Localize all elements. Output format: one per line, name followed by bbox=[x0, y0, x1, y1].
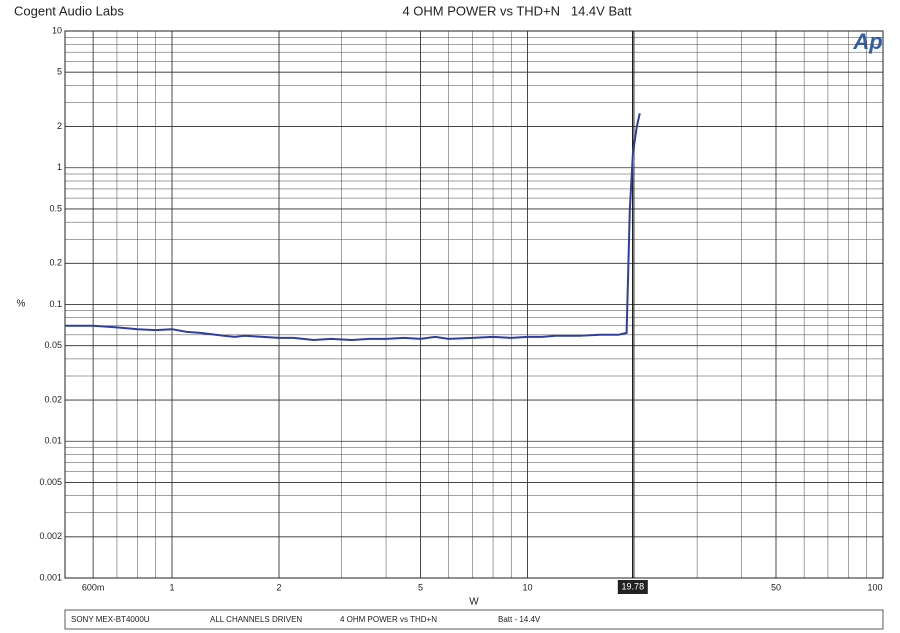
logo: Ap bbox=[852, 29, 882, 54]
x-tick-label: 5 bbox=[418, 582, 423, 592]
y-tick-label: 0.05 bbox=[44, 340, 62, 350]
plot-frame bbox=[64, 30, 884, 579]
cursor-box bbox=[617, 580, 648, 594]
x-tick-label: 600m bbox=[82, 582, 105, 592]
x-tick-label: 50 bbox=[771, 582, 781, 592]
y-tick-label: 0.005 bbox=[39, 477, 62, 487]
y-tick-label: 0.2 bbox=[49, 258, 62, 268]
footer-box bbox=[64, 609, 884, 630]
x-tick-label: 1 bbox=[170, 582, 175, 592]
footer-item: SONY MEX-BT4000U bbox=[71, 615, 150, 624]
x-tick-label: 100 bbox=[867, 582, 882, 592]
y-tick-label: 5 bbox=[57, 67, 62, 77]
chart-title: 4 OHM POWER vs THD+N 14.4V Batt bbox=[402, 3, 632, 18]
y-tick-label: 1 bbox=[57, 162, 62, 172]
y-tick-label: 0.01 bbox=[44, 436, 62, 446]
y-tick-label: 2 bbox=[57, 121, 62, 131]
y-tick-label: 0.002 bbox=[39, 531, 62, 541]
y-tick-label: 0.1 bbox=[49, 299, 62, 309]
y-tick-label: 10 bbox=[52, 25, 62, 35]
footer-item: Batt - 14.4V bbox=[498, 615, 541, 624]
footer-item: ALL CHANNELS DRIVEN bbox=[210, 615, 302, 624]
y-tick-label: 0.001 bbox=[39, 572, 62, 582]
footer-item: 4 OHM POWER vs THD+N bbox=[340, 615, 437, 624]
x-tick-label: 2 bbox=[277, 582, 282, 592]
data-line bbox=[65, 113, 641, 342]
y-tick-label: 0.5 bbox=[49, 203, 62, 213]
y-tick-label: 0.02 bbox=[44, 394, 62, 404]
header: Cogent Audio Labs bbox=[14, 3, 124, 18]
x-axis-label: W bbox=[469, 597, 479, 608]
cursor-label: 19.78 bbox=[622, 581, 645, 591]
y-axis-label: % bbox=[17, 299, 26, 310]
x-tick-label: 10 bbox=[522, 582, 532, 592]
